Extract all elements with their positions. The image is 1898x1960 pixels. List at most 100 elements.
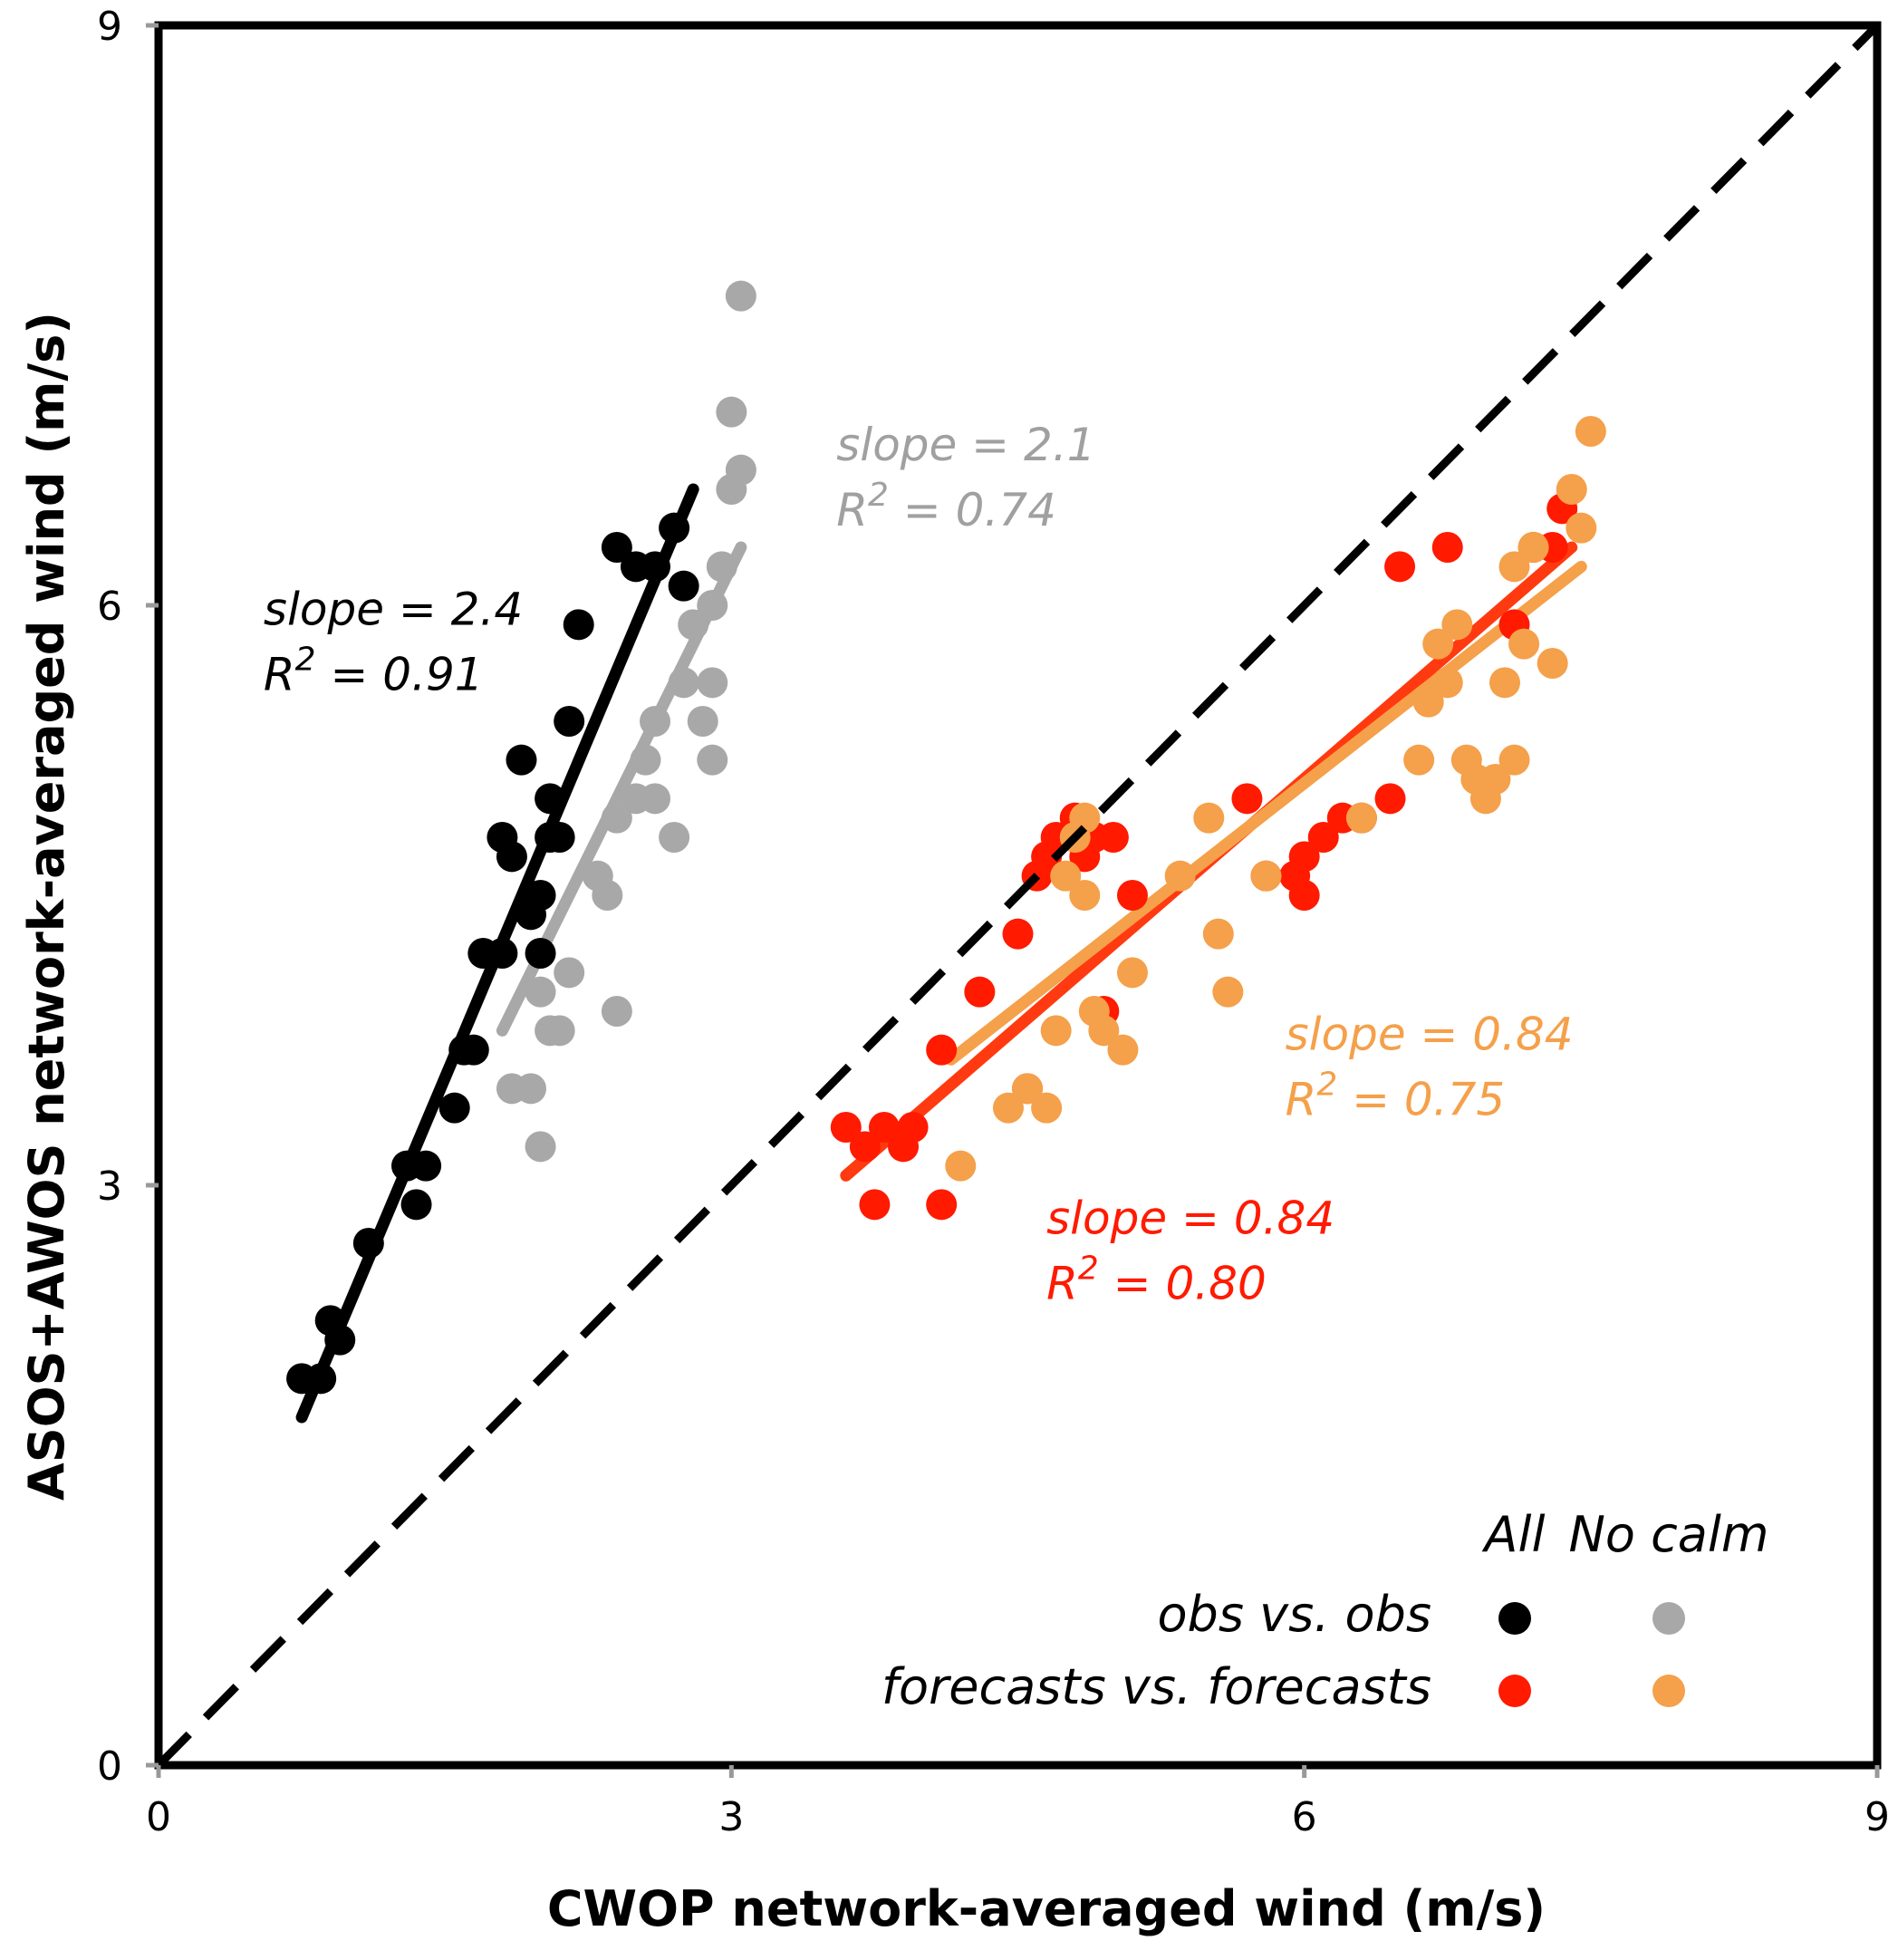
point-obs-vs-obs-no-calm: [601, 996, 632, 1027]
point-forecasts-vs-forecasts-no-calm: [1050, 860, 1082, 892]
point-obs-vs-obs-all: [544, 822, 575, 853]
point-forecasts-vs-forecasts-no-calm: [1441, 609, 1473, 641]
point-obs-vs-obs-no-calm: [659, 822, 690, 853]
annotation-r-superscript: 2: [1078, 1250, 1099, 1287]
point-obs-vs-obs-no-calm: [544, 1015, 575, 1047]
point-obs-vs-obs-all: [525, 938, 556, 969]
point-obs-vs-obs-no-calm: [601, 802, 632, 834]
point-forecasts-vs-forecasts-no-calm: [1412, 686, 1444, 718]
point-obs-vs-obs-all: [352, 1228, 384, 1259]
annotation-r2-value: = 0.80: [1099, 1257, 1267, 1309]
legend-row-fc: forecasts vs. forecasts: [882, 1658, 1431, 1715]
plot-frame: [154, 21, 1882, 1770]
x-tick-label: 6: [1292, 1794, 1317, 1840]
point-forecasts-vs-forecasts-all: [1288, 880, 1320, 911]
point-obs-vs-obs-no-calm: [592, 880, 623, 911]
point-forecasts-vs-forecasts-no-calm: [1193, 802, 1225, 834]
point-obs-vs-obs-all: [458, 1034, 489, 1066]
point-forecasts-vs-forecasts-no-calm: [1345, 802, 1377, 834]
point-obs-vs-obs-all: [554, 706, 585, 737]
annotation-r2: R2 = 0.91: [264, 641, 484, 700]
point-forecasts-vs-forecasts-no-calm: [1088, 1015, 1120, 1047]
point-forecasts-vs-forecasts-all: [1116, 880, 1148, 911]
y-tick-label: 0: [97, 1743, 122, 1790]
annotation-slope: slope = 0.84: [1046, 1192, 1334, 1244]
point-forecasts-vs-forecasts-all: [926, 1189, 958, 1221]
point-forecasts-vs-forecasts-no-calm: [1479, 764, 1511, 795]
point-obs-vs-obs-no-calm: [716, 396, 747, 428]
point-obs-vs-obs-all: [668, 570, 699, 602]
point-forecasts-vs-forecasts-no-calm: [1498, 744, 1530, 776]
point-forecasts-vs-forecasts-no-calm: [1202, 918, 1234, 950]
point-obs-vs-obs-no-calm: [725, 280, 756, 312]
point-obs-vs-obs-no-calm: [687, 706, 718, 737]
point-obs-vs-obs-no-calm: [725, 454, 756, 486]
point-obs-vs-obs-all: [487, 938, 518, 969]
data-points: [286, 280, 1606, 1395]
x-tick-label: 3: [718, 1794, 744, 1840]
point-obs-vs-obs-all: [601, 532, 632, 563]
legend-marker-fc-nocalm: [1652, 1675, 1685, 1707]
point-forecasts-vs-forecasts-all: [1231, 783, 1263, 815]
point-forecasts-vs-forecasts-no-calm: [1069, 880, 1101, 911]
y-tick-label: 9: [97, 4, 122, 50]
annotation-r2-value: = 0.74: [889, 484, 1056, 536]
point-forecasts-vs-forecasts-no-calm: [1556, 474, 1587, 505]
point-obs-vs-obs-all: [438, 1092, 470, 1124]
annotation-r-symbol: R: [1286, 1074, 1317, 1126]
x-tick-label: 9: [1864, 1794, 1890, 1840]
point-forecasts-vs-forecasts-no-calm: [1517, 532, 1549, 563]
annotation-slope: slope = 0.84: [1286, 1009, 1574, 1061]
y-tick-label: 3: [97, 1163, 122, 1210]
point-forecasts-vs-forecasts-no-calm: [1164, 860, 1196, 892]
point-forecasts-vs-forecasts-all: [897, 1112, 929, 1143]
point-obs-vs-obs-all: [535, 783, 566, 815]
annotation-r-superscript: 2: [1316, 1067, 1337, 1104]
annotation-r-superscript: 2: [868, 477, 889, 514]
point-obs-vs-obs-no-calm: [697, 744, 728, 776]
annotation-r-superscript: 2: [295, 641, 316, 678]
point-forecasts-vs-forecasts-all: [1288, 841, 1320, 873]
point-forecasts-vs-forecasts-all: [868, 1112, 900, 1143]
annotation-r-symbol: R: [836, 484, 868, 536]
point-obs-vs-obs-all: [496, 841, 527, 873]
legend-marker-obs-nocalm: [1652, 1602, 1685, 1635]
point-obs-vs-obs-all: [305, 1363, 337, 1395]
point-forecasts-vs-forecasts-no-calm: [1403, 744, 1435, 776]
point-obs-vs-obs-no-calm: [678, 609, 709, 641]
x-axis-label: CWOP network-averaged wind (m/s): [547, 1880, 1546, 1937]
annotation-r2: R2 = 0.75: [1286, 1067, 1506, 1126]
point-forecasts-vs-forecasts-no-calm: [1508, 628, 1540, 660]
y-axis-label: ASOS+AWOS network-averaged wind (m/s): [18, 312, 75, 1501]
point-forecasts-vs-forecasts-no-calm: [1498, 551, 1530, 583]
point-forecasts-vs-forecasts-no-calm: [1431, 667, 1463, 699]
point-forecasts-vs-forecasts-no-calm: [1422, 628, 1454, 660]
point-forecasts-vs-forecasts-no-calm: [1250, 860, 1282, 892]
point-obs-vs-obs-no-calm: [706, 551, 737, 583]
annotation-r2-value: = 0.91: [316, 648, 484, 700]
legend-col-nocalm: No calm: [1569, 1506, 1769, 1563]
point-obs-vs-obs-all: [400, 1189, 432, 1221]
fit-line-forecasts-vs-forecasts-no-calm: [945, 560, 1587, 1066]
point-obs-vs-obs-all: [640, 551, 671, 583]
tick-labels: 00 3 3 6 6 9 9: [97, 4, 1890, 1840]
point-forecasts-vs-forecasts-no-calm: [1069, 802, 1101, 834]
annotation-r-symbol: R: [1046, 1257, 1078, 1309]
legend-marker-fc-all: [1498, 1675, 1531, 1707]
legend-marker-obs-all: [1498, 1602, 1531, 1635]
point-forecasts-vs-forecasts-all: [926, 1034, 958, 1066]
point-obs-vs-obs-no-calm: [525, 1131, 556, 1163]
point-forecasts-vs-forecasts-all: [849, 1131, 881, 1163]
point-obs-vs-obs-no-calm: [525, 976, 556, 1008]
point-obs-vs-obs-all: [410, 1150, 442, 1182]
point-forecasts-vs-forecasts-all: [859, 1189, 891, 1221]
annotation-r2: R2 = 0.74: [836, 477, 1056, 536]
point-obs-vs-obs-no-calm: [554, 957, 585, 989]
annotation-r-symbol: R: [264, 648, 295, 700]
point-forecasts-vs-forecasts-no-calm: [1107, 1034, 1139, 1066]
point-obs-vs-obs-no-calm: [630, 744, 661, 776]
annotation-slope: slope = 2.4: [264, 583, 523, 635]
point-obs-vs-obs-no-calm: [668, 667, 699, 699]
